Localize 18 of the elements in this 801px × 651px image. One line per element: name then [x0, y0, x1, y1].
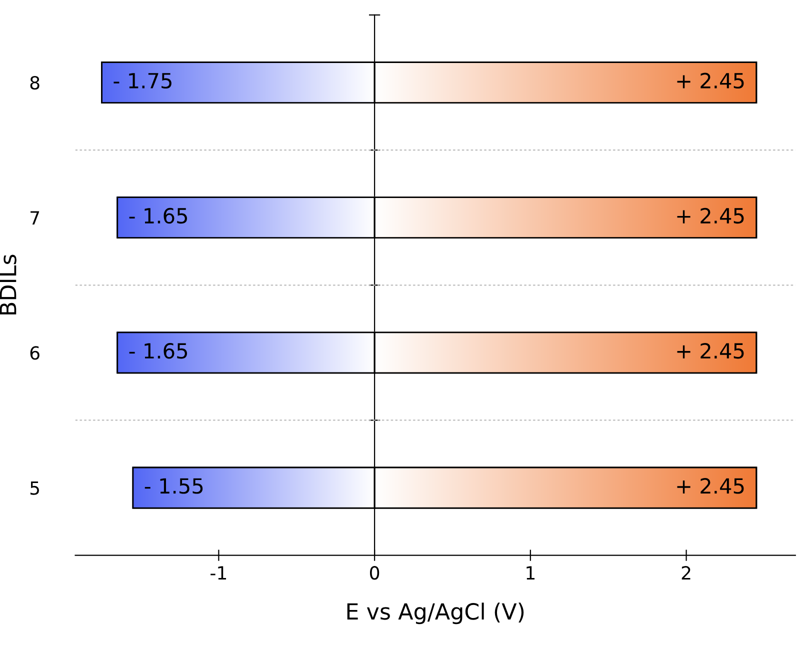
y-tick-label: 5: [30, 481, 39, 495]
data-label: + 2.45: [677, 72, 744, 89]
data-label: + 2.45: [677, 478, 744, 494]
data-label: - 1.65: [129, 342, 187, 359]
y-tick-label: 7: [30, 211, 40, 224]
data-label: + 2.45: [677, 208, 744, 224]
x-tick-label: 1: [526, 566, 534, 580]
data-label: - 1.55: [144, 478, 203, 494]
data-label: + 2.45: [677, 342, 744, 359]
y-tick-label: 8: [30, 76, 40, 90]
x-tick-label: 2: [682, 566, 690, 580]
x-tick-label: -1: [210, 566, 226, 580]
y-tick-label: 6: [30, 346, 40, 360]
y-axis-title: BDILs: [0, 254, 16, 314]
data-label: - 1.65: [129, 208, 187, 224]
x-tick-label: 0: [370, 566, 380, 580]
x-axis-title: E vs Ag/AgCl (V): [347, 602, 524, 624]
data-label: - 1.75: [114, 73, 172, 89]
